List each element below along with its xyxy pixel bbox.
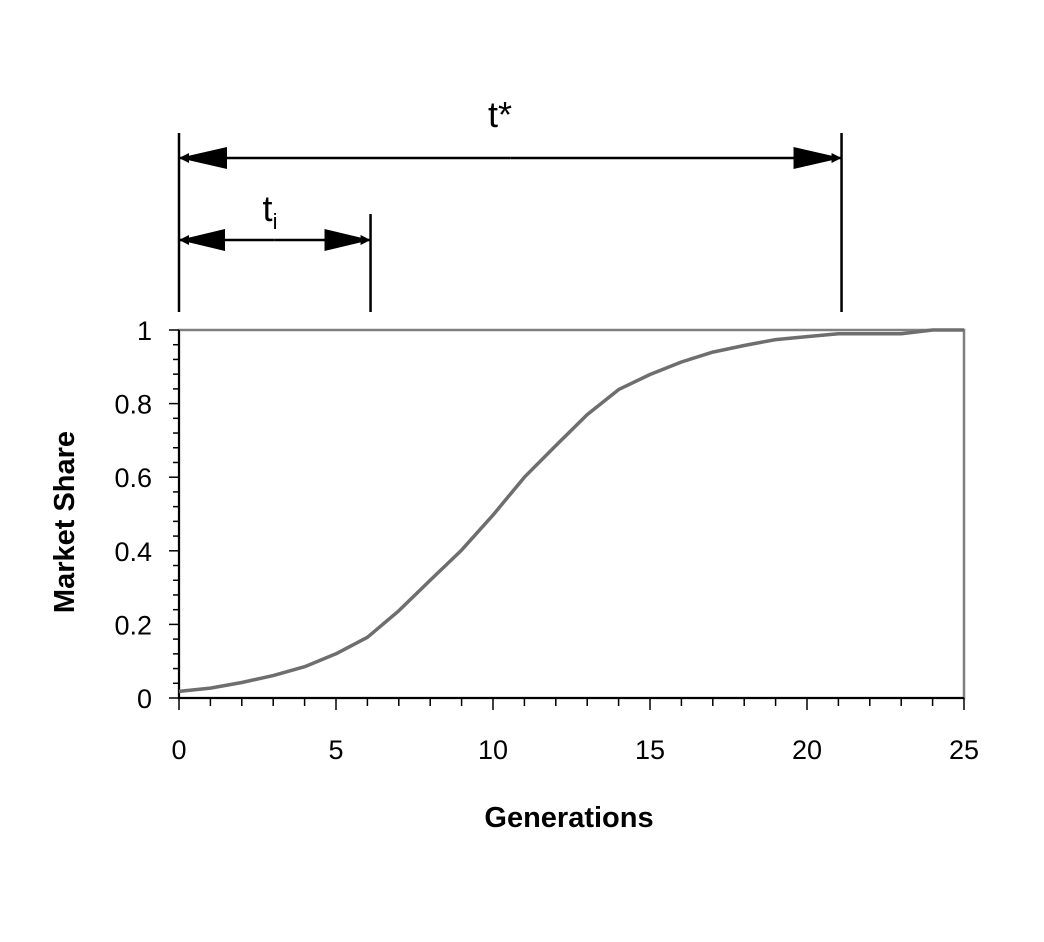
y-tick-label: 1 [137,316,152,346]
span-annotation: ti [179,188,372,312]
x-tick-label: 25 [949,735,979,765]
series-layer [178,328,964,694]
y-tick-label: 0 [137,684,152,714]
y-tick-label: 0.4 [114,537,152,567]
x-tick-label: 15 [635,735,665,765]
arrowhead-right [793,147,842,169]
x-tick-label: 20 [792,735,822,765]
arrowhead-right [324,229,371,251]
axis-ticks [169,329,965,710]
tick-labels: 0 5 10 15 20 25 0 0.2 0.4 0.6 0.8 1 [114,316,979,765]
plot-frame [177,328,966,700]
y-tick-label: 0.8 [114,390,152,420]
span-label: t* [488,94,512,135]
y-tick-label: 0.2 [114,610,152,640]
x-tick-label: 0 [171,735,186,765]
time-span-annotations: t* ti [177,94,843,312]
arrowhead-left [179,147,227,169]
x-tick-label: 5 [328,735,343,765]
span-annotation: t* [179,94,843,312]
x-tick-label: 10 [478,735,508,765]
y-axis-title: Market Share [49,431,81,613]
series-line [178,328,964,694]
x-axis-title: Generations [484,802,653,834]
arrowhead-left [179,229,225,251]
y-tick-label: 0.6 [114,463,152,493]
span-label: ti [263,188,278,234]
